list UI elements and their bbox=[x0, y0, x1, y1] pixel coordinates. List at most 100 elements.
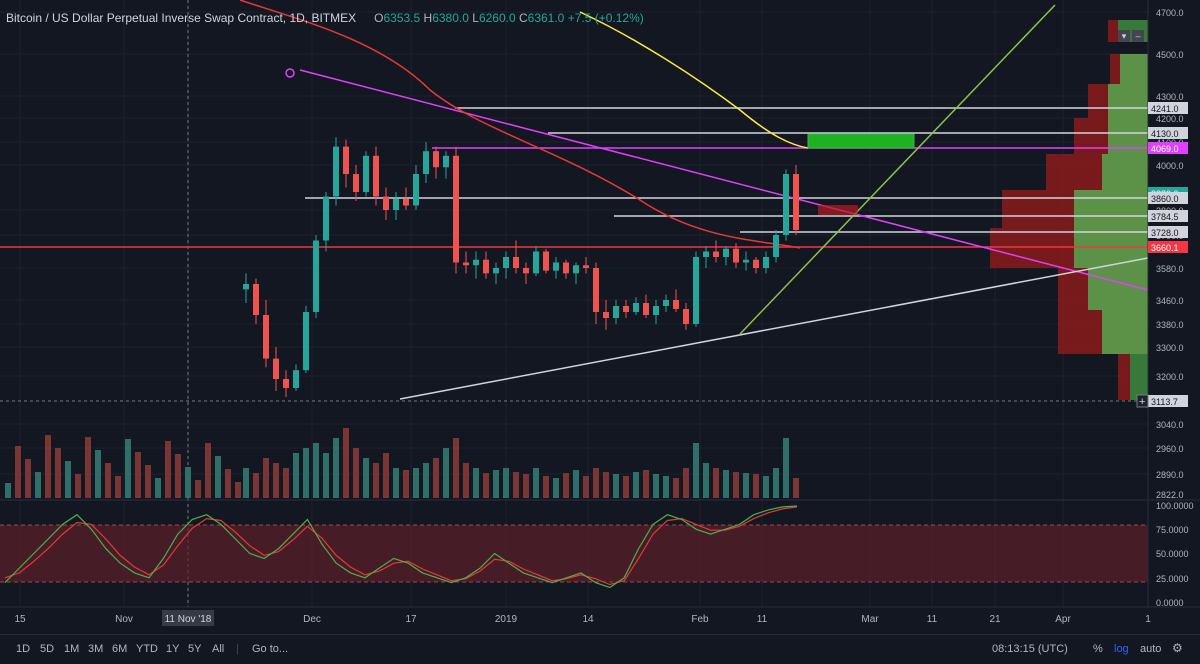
time-tick-label: 11 Nov '18 bbox=[165, 614, 212, 625]
range-5y[interactable]: 5Y bbox=[188, 643, 202, 655]
range-1d[interactable]: 1D bbox=[16, 643, 31, 655]
volume-bar bbox=[363, 458, 369, 498]
minimize-icon[interactable]: – bbox=[1132, 30, 1144, 42]
candle-body bbox=[603, 312, 609, 318]
goto-button[interactable]: Go to... bbox=[252, 643, 289, 655]
candle-body bbox=[683, 309, 689, 324]
volume-bar bbox=[403, 470, 409, 498]
range-6m[interactable]: 6M bbox=[112, 643, 128, 655]
price-tick-label: 3200.0 bbox=[1156, 372, 1184, 382]
volume-bar bbox=[433, 458, 439, 498]
volume-bar bbox=[343, 428, 349, 498]
candle-body bbox=[693, 257, 699, 324]
price-flag bbox=[1148, 102, 1188, 114]
price-flag bbox=[1148, 226, 1188, 238]
range-1y[interactable]: 1Y bbox=[166, 643, 180, 655]
candle-body bbox=[763, 257, 769, 268]
trend-line-green bbox=[739, 4, 1056, 335]
collapse-icon[interactable]: ▾ bbox=[1118, 30, 1130, 42]
volume-bar bbox=[773, 468, 779, 498]
osc-tick-label: 50.0000 bbox=[1156, 549, 1189, 559]
range-3m[interactable]: 3M bbox=[88, 643, 104, 655]
volume-profile-sell bbox=[1108, 20, 1118, 42]
candle-body bbox=[563, 262, 569, 274]
volume-profile-sell bbox=[1110, 54, 1120, 84]
clock-time: 08:13:15 (UTC) bbox=[992, 643, 1068, 655]
volume-bar bbox=[373, 463, 379, 498]
osc-tick-label: 0.0000 bbox=[1156, 598, 1184, 608]
volume-bar bbox=[383, 453, 389, 498]
volume-bar bbox=[215, 456, 221, 498]
volume-bar bbox=[293, 453, 299, 498]
volume-bar bbox=[323, 453, 329, 498]
stoch-d-line bbox=[4, 506, 798, 586]
range-1m[interactable]: 1M bbox=[64, 643, 80, 655]
candle-body bbox=[293, 370, 299, 388]
volume-bar bbox=[783, 438, 789, 498]
candle-body bbox=[383, 196, 389, 210]
volume-bar bbox=[633, 472, 639, 498]
target-box-green bbox=[807, 133, 915, 149]
volume-bar bbox=[5, 483, 11, 498]
gear-icon[interactable]: ⚙ bbox=[1172, 641, 1183, 655]
volume-bar bbox=[553, 478, 559, 498]
volume-bar bbox=[653, 474, 659, 498]
price-tick-label: 4700.0 bbox=[1156, 8, 1184, 18]
symbol-title[interactable]: Bitcoin / US Dollar Perpetual Inverse Sw… bbox=[6, 11, 357, 25]
volume-bar bbox=[225, 469, 231, 498]
volume-bar bbox=[643, 470, 649, 498]
range-all[interactable]: All bbox=[212, 643, 225, 655]
time-tick-label: 21 bbox=[989, 614, 1001, 625]
price-tick-label: 2890.0 bbox=[1156, 470, 1184, 480]
volume-bar bbox=[175, 454, 181, 498]
candle-body bbox=[643, 303, 649, 315]
volume-bar bbox=[273, 463, 279, 498]
candle-body bbox=[533, 251, 539, 274]
volume-profile-sell bbox=[1058, 268, 1088, 310]
chart-canvas[interactable]: 4700.04500.04300.04200.04100.04000.03800… bbox=[0, 0, 1200, 634]
volume-bar bbox=[563, 473, 569, 498]
candle-body bbox=[653, 306, 659, 315]
price-flag bbox=[1148, 142, 1188, 154]
log-toggle[interactable]: log bbox=[1114, 643, 1129, 655]
time-tick-label: 2019 bbox=[495, 614, 518, 625]
percent-toggle[interactable]: % bbox=[1093, 643, 1103, 655]
volume-bar bbox=[85, 437, 91, 498]
volume-bar bbox=[283, 468, 289, 498]
volume-bar bbox=[613, 474, 619, 498]
volume-bar bbox=[713, 468, 719, 498]
volume-bar bbox=[313, 443, 319, 498]
candle-body bbox=[593, 268, 599, 312]
ma-red bbox=[239, 0, 801, 249]
volume-bar bbox=[353, 448, 359, 498]
range-5d[interactable]: 5D bbox=[40, 643, 55, 655]
candle-body bbox=[733, 248, 739, 263]
volume-profile-buy bbox=[1074, 190, 1148, 228]
price-tick-label: 2822.0 bbox=[1156, 490, 1184, 500]
volume-bar bbox=[195, 480, 201, 498]
candle-body bbox=[313, 240, 319, 312]
price-flag bbox=[1148, 210, 1188, 222]
gridlines bbox=[0, 0, 1149, 607]
volume-bar bbox=[543, 476, 549, 498]
auto-toggle[interactable]: auto bbox=[1140, 643, 1162, 655]
open-label: O bbox=[374, 11, 384, 25]
candle-body bbox=[783, 174, 789, 235]
candle-body bbox=[423, 151, 429, 174]
bottom-toolbar: 1D 5D 1M 3M 6M YTD 1Y 5Y All | Go to... … bbox=[0, 634, 1200, 664]
low-value: 6260.0 bbox=[478, 11, 516, 25]
price-flag-label: 3113.7 bbox=[1151, 397, 1178, 407]
range-ytd[interactable]: YTD bbox=[136, 643, 158, 655]
candle-body bbox=[443, 155, 449, 168]
close-value: 6361.0 bbox=[527, 11, 565, 25]
candle-body bbox=[263, 315, 269, 359]
time-tick-label: Mar bbox=[861, 614, 879, 625]
volume-bar bbox=[35, 472, 41, 498]
volume-bar bbox=[573, 470, 579, 498]
price-flag-label: 3784.5 bbox=[1151, 212, 1179, 222]
candle-body bbox=[543, 251, 549, 271]
time-tick-label: Feb bbox=[691, 614, 709, 625]
candle-body bbox=[433, 151, 439, 168]
candle-body bbox=[523, 268, 529, 274]
candle-body bbox=[613, 306, 619, 318]
